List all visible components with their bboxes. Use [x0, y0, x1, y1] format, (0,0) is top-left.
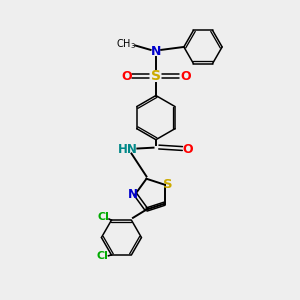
Text: CH$_3$: CH$_3$: [116, 37, 136, 51]
Text: N: N: [151, 45, 161, 58]
Text: Cl: Cl: [96, 251, 108, 261]
Text: Cl: Cl: [97, 212, 109, 222]
Text: S: S: [151, 69, 161, 83]
Text: HN: HN: [118, 143, 138, 156]
Text: S: S: [163, 178, 172, 191]
Text: O: O: [180, 70, 190, 83]
Text: O: O: [121, 70, 132, 83]
Text: O: O: [182, 143, 193, 157]
Text: N: N: [128, 188, 138, 201]
